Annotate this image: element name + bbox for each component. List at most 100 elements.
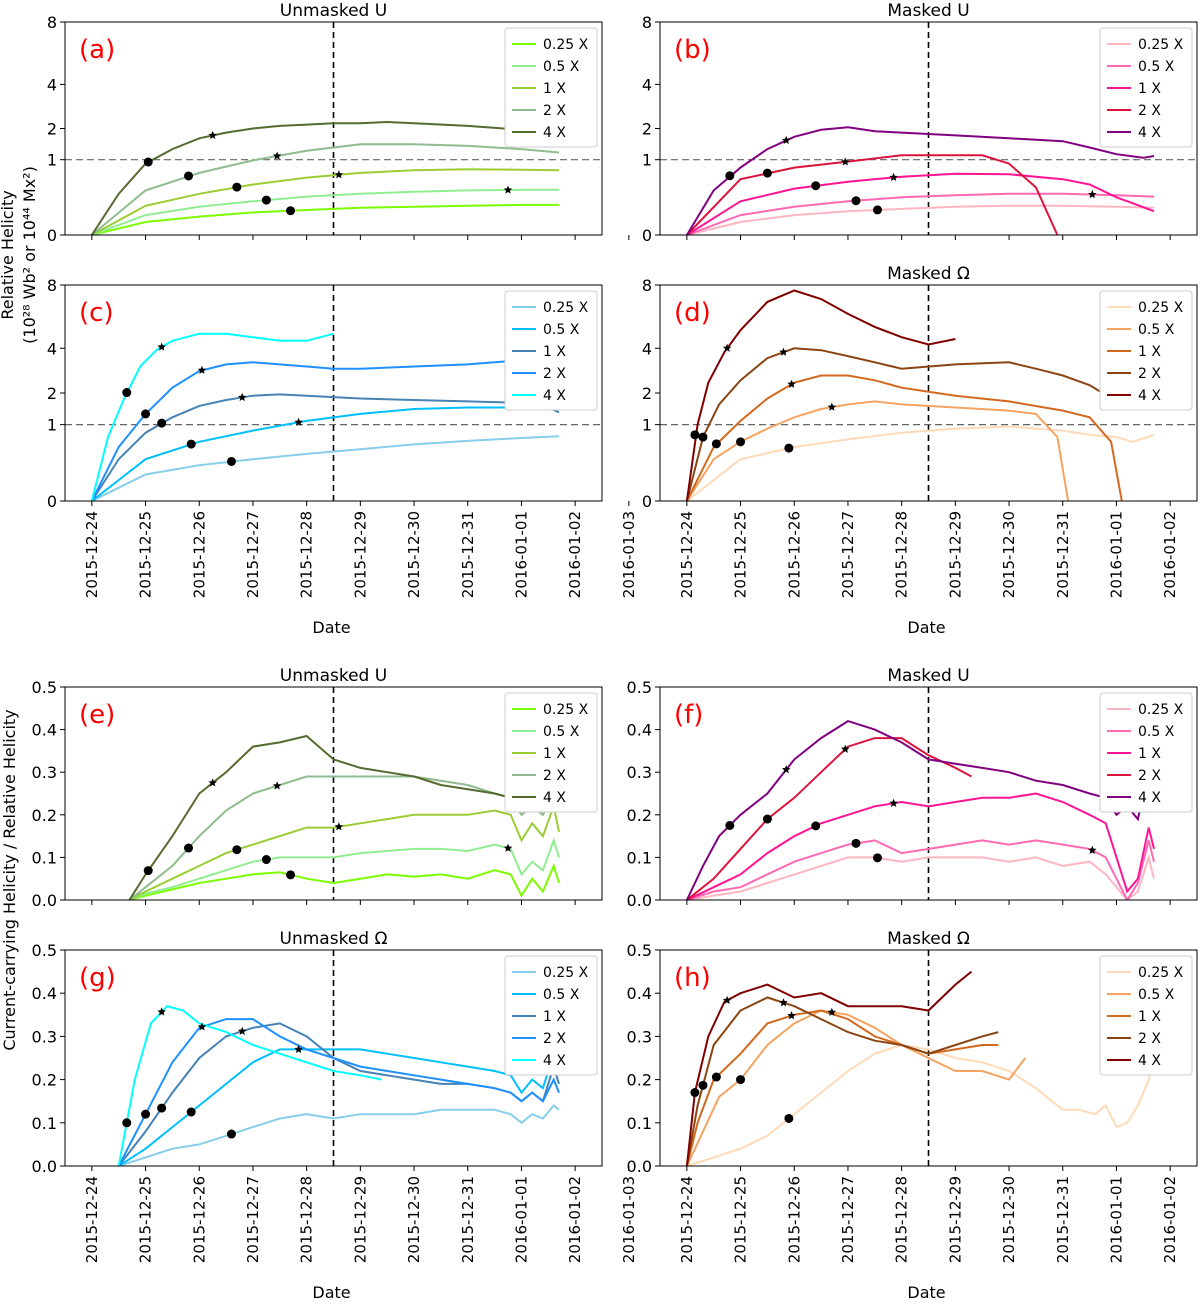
x-axis-label: Date (907, 618, 945, 637)
x-tick-label: 2015-12-28 (893, 511, 911, 598)
x-tick-label: 2015-12-25 (732, 511, 750, 598)
series-line-0p25x (686, 1043, 1155, 1166)
x-tick-label: 2015-12-31 (1054, 1176, 1072, 1263)
y-tick-label: 0.4 (32, 984, 57, 1003)
series-line-1x (90, 393, 560, 501)
y-tick-label: 0.1 (627, 848, 652, 867)
panel-title: Masked U (887, 666, 969, 686)
dot-marker (143, 866, 153, 876)
dot-marker (711, 1072, 721, 1082)
panel-letter: (h) (674, 963, 711, 993)
series-line-0p25x (686, 853, 1155, 900)
star-marker (787, 1011, 796, 1020)
star-marker (503, 185, 513, 194)
x-tick-label: 2015-12-25 (137, 1176, 155, 1263)
x-tick-label: 2015-12-25 (732, 1176, 750, 1263)
y-tick-label: 0 (47, 226, 57, 245)
x-tick-label: 2016-01-01 (1107, 1176, 1125, 1263)
legend-label: 1 X (1138, 1009, 1161, 1025)
x-tick-label: 2015-12-31 (459, 1176, 477, 1263)
y-tick-label: 8 (47, 276, 57, 295)
series-group (128, 734, 560, 900)
legend-box (504, 27, 598, 148)
legend-label: 4 X (1138, 1053, 1161, 1069)
star-marker (334, 822, 344, 831)
y-tick-label: 0.1 (32, 1114, 57, 1133)
y-tick-label: 0.3 (627, 763, 652, 782)
dot-marker (157, 418, 167, 428)
dot-marker (784, 443, 794, 453)
series-line-0p25x (118, 1104, 560, 1166)
star-marker (781, 765, 791, 774)
x-tick-label: 2015-12-27 (839, 1176, 857, 1263)
legend-box (504, 692, 598, 813)
series-group (685, 970, 1155, 1166)
legend-box (504, 955, 598, 1076)
series-line-0p25x (91, 203, 559, 235)
axes-frame (659, 686, 1198, 901)
x-tick-label: 2015-12-28 (893, 1176, 911, 1263)
y-tick-label: 0.1 (32, 848, 57, 867)
x-tick-label: 2015-12-31 (1054, 511, 1072, 598)
star-marker (779, 347, 788, 356)
star-marker (1088, 190, 1097, 199)
dot-marker (851, 838, 861, 848)
dot-marker (286, 870, 296, 880)
series-line-0p5x (118, 1048, 560, 1166)
panel-c: 0 1 2 4 8 2015-12-24 2015-12-25 2015-12-26 2015-… (47, 276, 638, 637)
x-tick-label: 2015-12-24 (83, 1176, 101, 1263)
star-marker (1088, 845, 1097, 854)
series-line-1x (685, 1009, 999, 1166)
series-line-0p5x (686, 400, 1070, 501)
x-tick-label: 2016-01-02 (566, 1176, 584, 1263)
x-tick-label: 2015-12-30 (1000, 1176, 1018, 1263)
series-line-4x (90, 332, 334, 501)
legend-label: 2 X (1138, 768, 1161, 784)
x-tick-label: 2015-12-28 (298, 1176, 316, 1263)
legend-label: 0.25 X (1138, 965, 1184, 981)
dot-marker (226, 1129, 236, 1139)
y-tick-label: 8 (642, 276, 652, 295)
legend-label: 1 X (543, 1009, 566, 1025)
series-line-0p5x (686, 839, 1155, 900)
legend-label: 0.5 X (1138, 724, 1175, 740)
legend-label: 1 X (543, 344, 566, 360)
x-tick-label: 2015-12-31 (459, 511, 477, 598)
series-line-2x (90, 355, 560, 501)
y-tick-label: 0 (47, 492, 57, 511)
dot-marker (690, 430, 700, 440)
legend-label: 0.25 X (1138, 300, 1184, 316)
y-tick-label: 0.0 (627, 1157, 652, 1176)
panel-f: 0.0 0.1 0.2 0.3 0.4 0.5 Masked U (f) 0.25 X 0.5 X… (627, 666, 1198, 910)
legend-label: 2 X (543, 768, 566, 784)
legend-label: 1 X (543, 81, 566, 97)
dot-marker (736, 1075, 746, 1085)
x-tick-label: 2016-01-03 (620, 511, 638, 598)
y-tick-label: 2 (642, 384, 652, 403)
y-tick-label: 8 (642, 13, 652, 32)
y-axis-label-bottom: Current-carrying Helicity / Relative Hel… (0, 709, 19, 1050)
star-marker (889, 172, 898, 182)
star-marker (781, 135, 791, 144)
dot-marker (157, 1103, 167, 1113)
series-group (686, 126, 1155, 235)
star-marker (722, 343, 732, 352)
star-marker (157, 342, 166, 351)
star-marker (827, 402, 837, 411)
legend-label: 1 X (1138, 81, 1161, 97)
series-line-0p5x (91, 188, 559, 235)
series-line-1x (686, 172, 1155, 235)
x-tick-label: 2015-12-27 (244, 511, 262, 598)
legend-label: 4 X (543, 125, 566, 141)
star-marker (779, 998, 788, 1007)
series-line-4x (117, 1005, 382, 1166)
dot-marker (261, 855, 271, 865)
legend-label: 0.25 X (1138, 37, 1184, 53)
panel-title: Unmasked U (280, 1, 387, 21)
y-tick-label: 0 (642, 226, 652, 245)
x-tick-label: 2016-01-01 (1107, 511, 1125, 598)
dot-marker (186, 1107, 196, 1117)
y-tick-label: 0.5 (32, 678, 57, 697)
y-tick-label: 1 (642, 416, 652, 435)
